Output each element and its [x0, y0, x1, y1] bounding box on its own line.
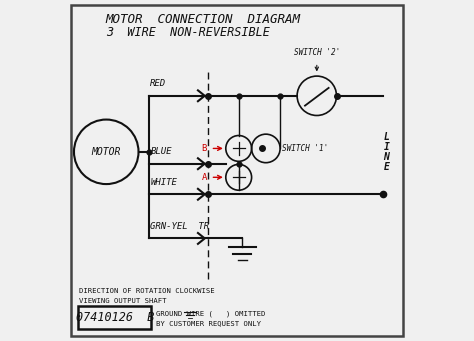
Text: B: B — [202, 144, 207, 153]
Text: BLUE: BLUE — [150, 147, 172, 156]
Text: A: A — [202, 173, 207, 182]
Text: SWITCH '1': SWITCH '1' — [282, 144, 328, 153]
Text: N: N — [383, 152, 389, 162]
Text: WHITE: WHITE — [150, 178, 177, 187]
Text: 3  WIRE  NON-REVERSIBLE: 3 WIRE NON-REVERSIBLE — [106, 27, 270, 40]
Text: BY CUSTOMER REQUEST ONLY: BY CUSTOMER REQUEST ONLY — [156, 320, 261, 326]
Text: DIRECTION OF ROTATION CLOCKWISE: DIRECTION OF ROTATION CLOCKWISE — [79, 288, 215, 294]
Text: GRN-YEL  TR: GRN-YEL TR — [150, 222, 210, 231]
Text: 07410126  B: 07410126 B — [75, 311, 154, 324]
Text: RED: RED — [150, 79, 166, 88]
Text: SWITCH '2': SWITCH '2' — [294, 48, 340, 57]
Text: GROUND WIRE (   ) OMITTED: GROUND WIRE ( ) OMITTED — [156, 311, 265, 317]
Text: L: L — [383, 132, 389, 142]
Text: MOTOR  CONNECTION  DIAGRAM: MOTOR CONNECTION DIAGRAM — [106, 13, 301, 26]
Text: I: I — [383, 142, 389, 152]
Text: VIEWING OUTPUT SHAFT: VIEWING OUTPUT SHAFT — [79, 298, 166, 304]
Text: E: E — [383, 162, 389, 172]
Bar — [78, 306, 151, 329]
Text: MOTOR: MOTOR — [91, 147, 121, 157]
